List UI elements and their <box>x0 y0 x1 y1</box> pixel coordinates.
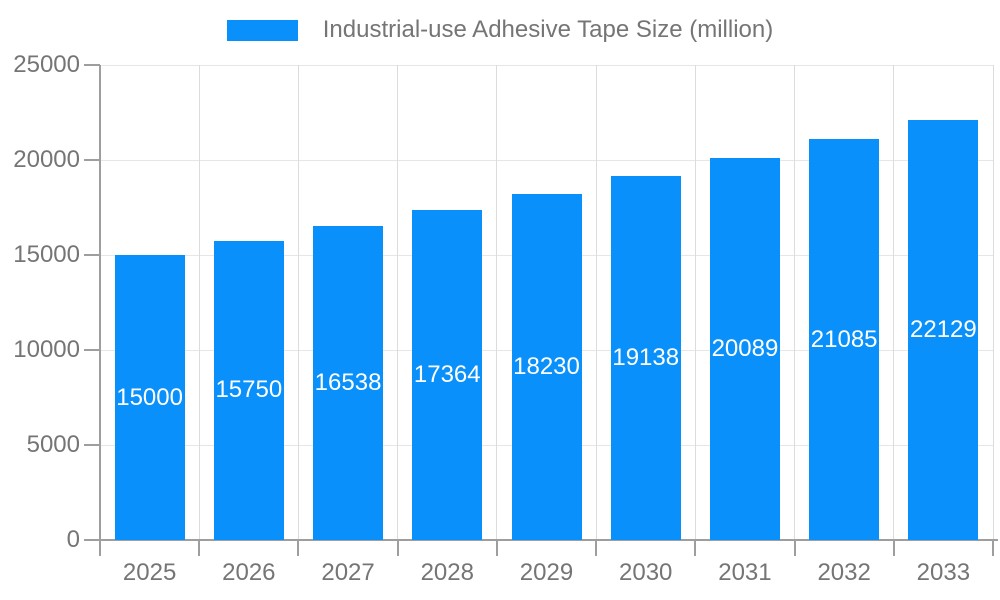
gridline-vertical <box>198 65 200 540</box>
bar-value-label: 19138 <box>612 344 680 372</box>
bar-value-label: 15000 <box>116 383 183 411</box>
gridline-vertical <box>893 65 895 540</box>
bar-value-label: 16538 <box>314 368 382 396</box>
y-axis-label: 10000 <box>13 336 80 363</box>
x-axis-label: 2030 <box>619 559 673 586</box>
bar-2032[interactable] <box>809 139 880 540</box>
legend-swatch[interactable] <box>226 19 298 41</box>
legend-label: Industrial-use Adhesive Tape Size (milli… <box>322 16 774 43</box>
bar-value-label: 21085 <box>810 325 878 353</box>
y-axis-tick <box>84 539 100 541</box>
x-axis-line <box>84 539 998 541</box>
gridline-vertical <box>397 65 399 540</box>
x-axis-label: 2033 <box>916 559 971 586</box>
x-axis-tick <box>495 540 498 556</box>
bar-2029[interactable] <box>511 193 582 540</box>
x-axis-tick <box>793 540 796 556</box>
x-axis-label: 2028 <box>420 559 474 586</box>
gridline-horizontal <box>100 159 993 161</box>
x-axis-label: 2027 <box>321 559 375 586</box>
x-axis-tick <box>99 540 101 556</box>
y-axis-tick <box>84 444 100 446</box>
bar-2027[interactable] <box>313 225 384 540</box>
gridline-vertical <box>794 65 796 540</box>
bar-2030[interactable] <box>610 176 681 540</box>
y-axis-tick <box>84 159 100 161</box>
x-axis-tick <box>198 540 201 556</box>
y-axis-label: 20000 <box>13 146 80 173</box>
bar-value-label: 18230 <box>513 352 580 380</box>
x-axis-tick <box>396 540 399 556</box>
x-axis-label: 2029 <box>519 559 574 586</box>
gridline-vertical <box>694 65 696 540</box>
gridline-vertical <box>496 65 498 540</box>
bar-value-label: 22129 <box>910 315 977 343</box>
x-axis-tick <box>892 540 895 556</box>
y-axis-label: 15000 <box>13 241 80 268</box>
bar-2031[interactable] <box>709 158 780 540</box>
x-axis-tick <box>297 540 300 556</box>
bar-2033[interactable] <box>908 119 979 540</box>
bar-2028[interactable] <box>412 210 483 540</box>
x-axis-tick <box>992 540 994 556</box>
y-axis-label: 5000 <box>26 431 80 458</box>
bar-2026[interactable] <box>213 240 284 540</box>
x-axis-tick <box>595 540 598 556</box>
y-axis-label: 0 <box>66 526 80 553</box>
y-axis-label: 25000 <box>13 51 80 78</box>
legend: Industrial-use Adhesive Tape Size (milli… <box>0 10 1000 50</box>
bar-value-label: 15750 <box>215 376 283 404</box>
x-axis-label: 2031 <box>718 559 772 586</box>
bar-value-label: 17364 <box>413 361 481 389</box>
gridline-vertical <box>595 65 597 540</box>
bar-value-label: 20089 <box>711 335 779 363</box>
y-axis-tick <box>84 349 100 351</box>
x-axis-label: 2032 <box>817 559 871 586</box>
y-axis-tick <box>84 254 100 256</box>
x-axis-label: 2025 <box>122 559 177 586</box>
y-axis-tick <box>84 64 100 66</box>
gridline-vertical <box>297 65 299 540</box>
bar-2025[interactable] <box>114 255 185 540</box>
gridline-horizontal <box>100 64 993 66</box>
x-axis-label: 2026 <box>222 559 276 586</box>
gridline-vertical <box>992 65 994 540</box>
x-axis-tick <box>694 540 697 556</box>
y-axis-line <box>99 65 101 556</box>
